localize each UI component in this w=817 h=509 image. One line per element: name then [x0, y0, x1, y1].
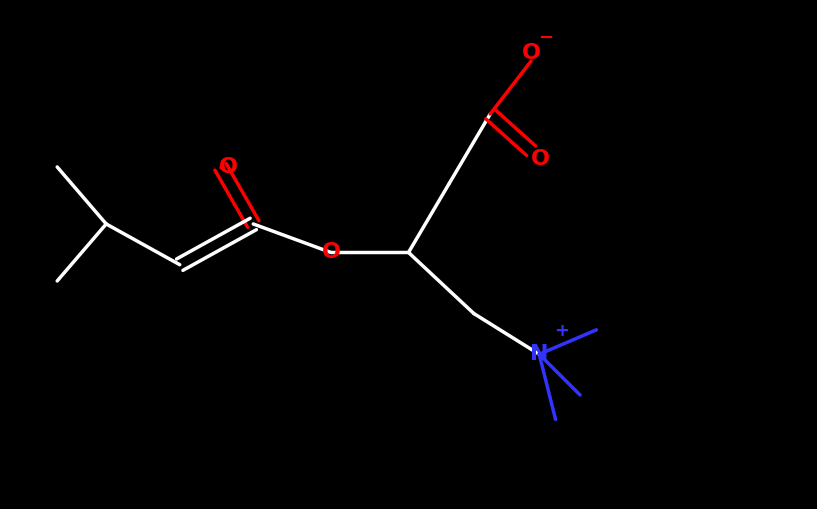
- Text: O: O: [531, 149, 551, 169]
- Text: O: O: [521, 43, 541, 63]
- Text: +: +: [555, 323, 569, 341]
- Text: O: O: [219, 157, 239, 177]
- Text: −: −: [538, 30, 553, 47]
- Text: O: O: [321, 242, 341, 263]
- Text: N: N: [530, 344, 548, 364]
